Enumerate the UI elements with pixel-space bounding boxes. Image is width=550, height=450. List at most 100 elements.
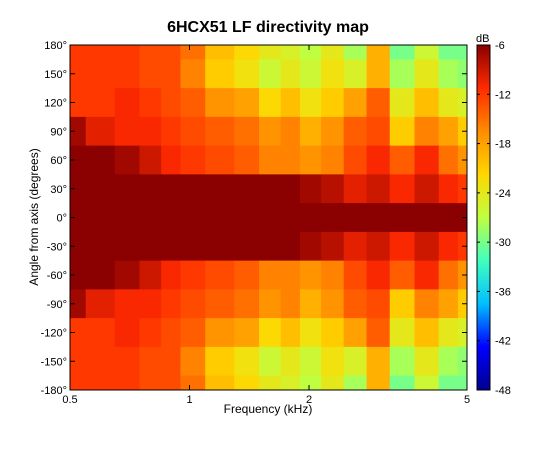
heatmap-cell	[343, 59, 368, 89]
heatmap-cell	[299, 45, 322, 60]
heatmap-cell	[389, 45, 416, 60]
heatmap-cell	[343, 318, 368, 348]
y-axis-label: Angle from axis (degrees)	[27, 148, 41, 285]
heatmap-cell	[280, 289, 301, 319]
x-tick-label: 1	[186, 394, 192, 406]
heatmap-cell	[161, 116, 182, 147]
heatmap-cell	[180, 45, 206, 60]
heatmap-cell	[343, 174, 368, 204]
y-tick-label: 120°	[44, 98, 67, 110]
heatmap-cell	[139, 375, 162, 390]
heatmap-cell	[114, 289, 141, 319]
heatmap-cell	[234, 145, 260, 175]
heatmap-cell	[343, 260, 368, 290]
heatmap-cell	[414, 318, 440, 348]
heatmap-cell	[438, 231, 459, 262]
heatmap-cell	[205, 59, 235, 89]
heatmap-cell	[114, 231, 141, 262]
heatmap-cell	[180, 375, 206, 390]
heatmap-cell	[321, 318, 345, 348]
heatmap-cell	[414, 145, 440, 175]
colorbar-tick-label: -18	[495, 139, 511, 151]
heatmap-cell	[259, 145, 282, 175]
heatmap-cell	[321, 203, 345, 233]
heatmap-cell	[321, 45, 345, 60]
heatmap-cell	[259, 45, 282, 60]
heatmap-cell	[114, 45, 141, 60]
heatmap-cell	[139, 45, 162, 60]
heatmap-cell	[70, 145, 87, 175]
heatmap-cell	[299, 203, 322, 233]
heatmap-cell	[321, 346, 345, 377]
heatmap-cell	[321, 88, 345, 118]
heatmap-cell	[366, 116, 391, 147]
heatmap-cell	[280, 59, 301, 89]
heatmap-cell	[180, 346, 206, 377]
heatmap-cell	[280, 260, 301, 290]
heatmap-cell	[139, 318, 162, 348]
heatmap-cell	[438, 346, 459, 377]
heatmap-cell	[205, 116, 235, 147]
heatmap-cell	[389, 145, 416, 175]
heatmap-cell	[85, 174, 116, 204]
y-tick-label: -30°	[47, 241, 67, 253]
heatmap-cell	[414, 174, 440, 204]
heatmap-cell	[139, 346, 162, 377]
heatmap-cell	[414, 45, 440, 60]
heatmap-cell	[114, 375, 141, 390]
heatmap-cell	[114, 346, 141, 377]
heatmap-cell	[161, 318, 182, 348]
y-tick-label: -120°	[41, 328, 67, 340]
heatmap-cell	[366, 174, 391, 204]
heatmap-cell	[299, 346, 322, 377]
heatmap-cell	[438, 203, 459, 233]
heatmap-cell	[299, 116, 322, 147]
heatmap-cell	[414, 88, 440, 118]
x-axis-ticks: 0.5 1 2 5	[62, 45, 470, 406]
heatmap-cell	[259, 59, 282, 89]
heatmap-cell	[205, 88, 235, 118]
heatmap-cell	[70, 116, 87, 147]
heatmap-cell	[343, 289, 368, 319]
heatmap-cell	[234, 59, 260, 89]
heatmap-cell	[299, 260, 322, 290]
heatmap-cell	[438, 289, 459, 319]
heatmap-cell	[321, 116, 345, 147]
heatmap-cell	[414, 289, 440, 319]
heatmap-cell	[85, 375, 116, 390]
heatmap-cell	[70, 231, 87, 262]
y-tick-label: -150°	[41, 356, 67, 368]
heatmap-cell	[299, 88, 322, 118]
heatmap-cell	[139, 260, 162, 290]
heatmap-cell	[205, 375, 235, 390]
heatmap-cell	[343, 116, 368, 147]
heatmap-cell	[161, 145, 182, 175]
heatmap-cell	[366, 145, 391, 175]
heatmap-cell	[205, 260, 235, 290]
heatmap-cell	[161, 59, 182, 89]
heatmap-cell	[205, 289, 235, 319]
chart-title: 6HCX51 LF directivity map	[167, 19, 369, 36]
heatmap-cell	[366, 260, 391, 290]
heatmap-cell	[180, 289, 206, 319]
heatmap-cell	[414, 375, 440, 390]
heatmap-cell	[280, 88, 301, 118]
y-axis-ticks: 180° 150° 120° 90° 60° 30° 0° -30° -60° -90° -120°…	[41, 40, 467, 397]
heatmap-cell	[70, 203, 87, 233]
heatmap-cell	[139, 145, 162, 175]
heatmap-cell	[85, 88, 116, 118]
heatmap-cell	[234, 260, 260, 290]
colorbar: dB -6 -12 -18 -24 -30 -36 -42 -48	[476, 33, 511, 397]
heatmap-cell	[85, 318, 116, 348]
x-tick-label: 5	[464, 394, 470, 406]
colorbar-unit-label: dB	[476, 33, 489, 45]
heatmap-cell	[139, 231, 162, 262]
heatmap-cell	[366, 289, 391, 319]
heatmap-cell	[259, 203, 282, 233]
heatmap-cell	[457, 375, 467, 390]
heatmap-cell	[205, 346, 235, 377]
heatmap-cell	[180, 174, 206, 204]
heatmap-cell	[366, 318, 391, 348]
heatmap-cell	[299, 375, 322, 390]
x-axis-label: Frequency (kHz)	[224, 402, 313, 416]
